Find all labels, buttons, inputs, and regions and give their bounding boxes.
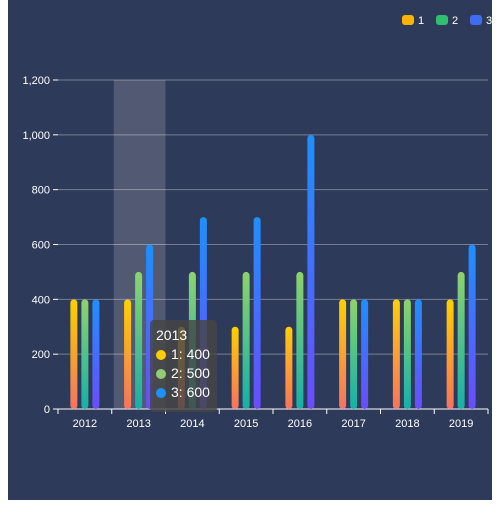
- bar-series-1-2013: [124, 299, 132, 409]
- bar-series-3-2017: [361, 299, 369, 409]
- bar-series-3-2012: [92, 299, 100, 409]
- bar-series-3-2015: [253, 217, 261, 409]
- legend-label-1: 1: [418, 15, 424, 27]
- x-tick-label: 2013: [126, 418, 150, 430]
- bar-series-1-2018: [392, 299, 400, 409]
- x-tick-label: 2019: [449, 418, 473, 430]
- tooltip-row-1: 1: 400: [156, 345, 211, 364]
- series-3-marker-icon: [156, 387, 166, 398]
- legend-swatch-1: [402, 15, 414, 25]
- bar-series-2-2013: [135, 271, 143, 409]
- bar-series-1-2015: [231, 326, 239, 409]
- x-tick-label: 2016: [288, 418, 312, 430]
- bar-series-2-2019: [457, 271, 465, 409]
- bar-series-1-2019: [446, 299, 454, 409]
- bar-series-1-2016: [285, 326, 293, 409]
- tooltip-row-3: 3: 600: [156, 383, 211, 402]
- x-tick-label: 2017: [341, 418, 365, 430]
- left-margin: [0, 0, 8, 500]
- bar-series-2-2015: [242, 271, 250, 409]
- bar-series-2-2016: [296, 271, 304, 409]
- y-tick-label: 600: [32, 240, 50, 252]
- bar-series-2-2018: [403, 299, 411, 409]
- legend-swatch-2: [436, 15, 448, 25]
- bar-series-3-2019: [468, 244, 476, 409]
- legend-swatch-3: [470, 15, 482, 25]
- y-tick-label: 200: [32, 349, 50, 361]
- bar-series-2-2017: [350, 299, 358, 409]
- series-2-marker-icon: [156, 368, 166, 379]
- y-tick-label: 0: [44, 404, 50, 416]
- x-tick-label: 2014: [180, 418, 204, 430]
- series-1-marker-icon: [156, 349, 166, 360]
- bar-series-2-2012: [81, 299, 89, 409]
- tooltip-value-2: 2: 500: [171, 365, 210, 381]
- bar-chart: 0 200 400 600 800 1,000 1,200 2012 2013 2014 2015…: [22, 15, 492, 430]
- legend-label-3: 3: [486, 15, 492, 27]
- y-tick-label: 400: [32, 294, 50, 306]
- bar-series-1-2012: [70, 299, 78, 409]
- chart-panel: 0 200 400 600 800 1,000 1,200 2012 2013 2014 2015…: [8, 0, 492, 500]
- bar-series-3-2018: [414, 299, 422, 409]
- tooltip-title: 2013: [156, 327, 188, 343]
- x-tick-label: 2012: [73, 418, 97, 430]
- bar-series-3-2016: [307, 134, 315, 410]
- tooltip-value-3: 3: 600: [171, 384, 210, 400]
- tooltip-value-1: 1: 400: [171, 346, 210, 362]
- tooltip: 2013 1: 400 2: 500 3: 600: [150, 320, 217, 412]
- x-tick-label: 2015: [234, 418, 258, 430]
- y-tick-label: 1,000: [22, 130, 50, 142]
- x-tick-label: 2018: [395, 418, 419, 430]
- right-margin: [492, 0, 500, 500]
- y-tick-label: 800: [32, 185, 50, 197]
- legend-label-2: 2: [452, 15, 458, 27]
- bar-series-1-2017: [339, 299, 347, 409]
- tooltip-row-2: 2: 500: [156, 364, 211, 383]
- y-tick-label: 1,200: [22, 75, 50, 87]
